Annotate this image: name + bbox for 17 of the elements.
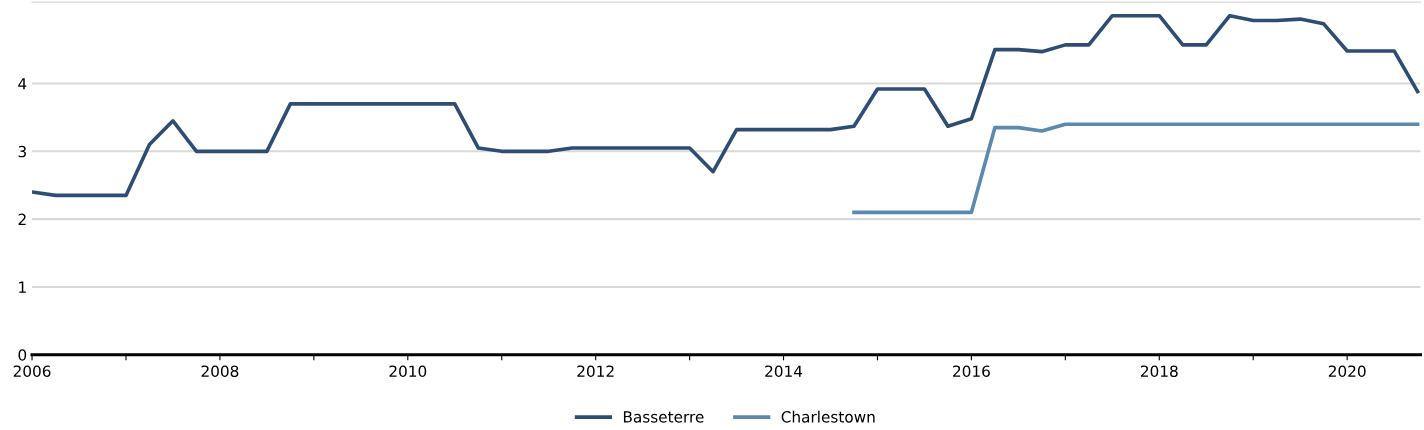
line-series xyxy=(852,122,1420,215)
x-tick-label: 2008 xyxy=(201,365,239,377)
x-tick-label: 2018 xyxy=(1140,365,1178,377)
line-series xyxy=(32,13,1420,198)
x-tick-label: 2006 xyxy=(13,365,51,377)
y-tick-label: 0 xyxy=(18,349,27,361)
x-tick-label: 2020 xyxy=(1328,365,1366,377)
y-tick-label: 1 xyxy=(19,281,26,293)
y-tick-label: 2 xyxy=(18,213,26,225)
x-tick-label: 2012 xyxy=(577,365,614,377)
legend-label: Basseterre xyxy=(623,411,704,423)
legend-label: Charlestown xyxy=(781,410,875,423)
y-tick-label: 3 xyxy=(18,145,26,158)
x-tick-label: 2016 xyxy=(953,365,990,377)
y-tick-label: 4 xyxy=(18,78,27,90)
x-tick-label: 2010 xyxy=(389,365,427,377)
x-tick-label: 2014 xyxy=(765,365,803,377)
